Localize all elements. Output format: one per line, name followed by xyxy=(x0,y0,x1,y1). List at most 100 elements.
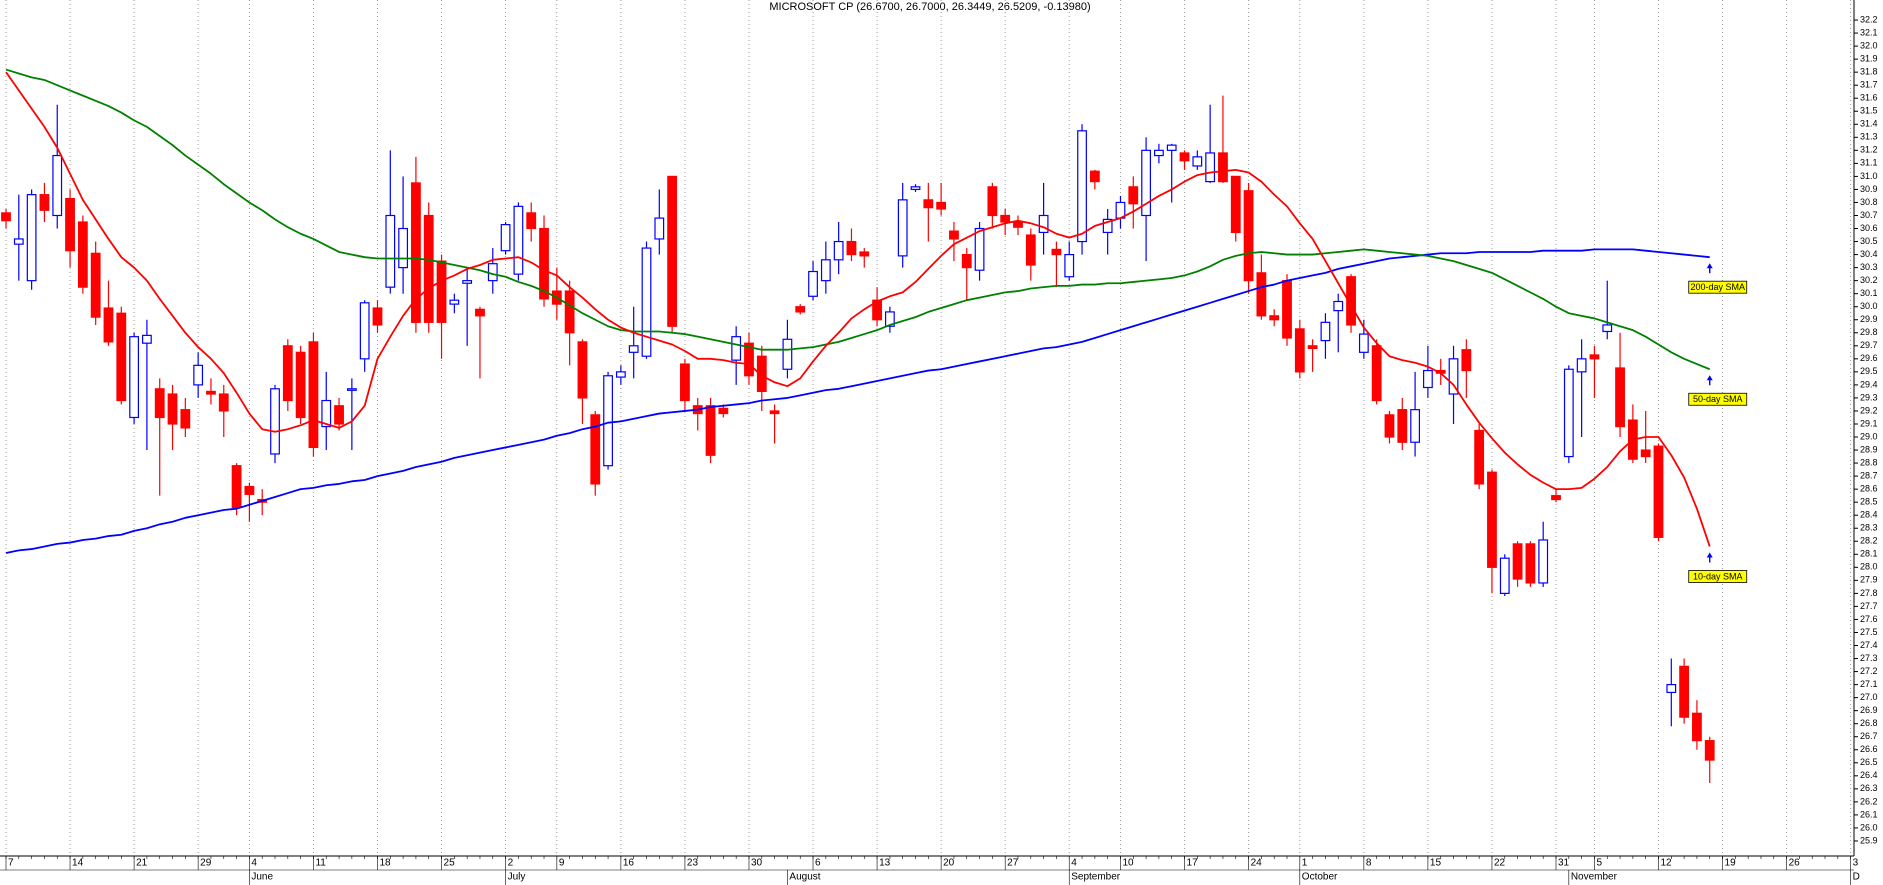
y-tick-label: 32.0 xyxy=(1860,40,1878,50)
annotation-label: 200-day SMA xyxy=(1690,282,1745,292)
y-tick-label: 27.7 xyxy=(1860,601,1878,611)
y-tick-label: 31.9 xyxy=(1860,53,1878,63)
candle-body xyxy=(884,311,895,327)
candle-body xyxy=(1448,358,1459,395)
y-tick-label: 30.7 xyxy=(1860,210,1878,220)
candle-body xyxy=(1512,543,1523,580)
annotation-arrow-head xyxy=(1706,263,1713,269)
y-tick-label: 31.5 xyxy=(1860,106,1878,116)
x-tick-label: 17 xyxy=(1187,858,1199,869)
candle-body xyxy=(820,259,831,282)
candle-body xyxy=(1000,214,1011,223)
candle-body xyxy=(167,393,178,425)
x-tick-label: 21 xyxy=(136,858,148,869)
candle-body xyxy=(1128,186,1139,205)
y-tick-label: 30.3 xyxy=(1860,262,1878,272)
y-tick-label: 27.3 xyxy=(1860,653,1878,663)
y-tick-label: 31.2 xyxy=(1860,145,1878,155)
annotation-label: 50-day SMA xyxy=(1693,394,1743,404)
candle-body xyxy=(1282,280,1292,339)
y-tick-label: 28.5 xyxy=(1860,497,1878,507)
y-tick-label: 28.0 xyxy=(1860,562,1878,572)
x-tick-label: 7 xyxy=(8,858,14,869)
candle-body xyxy=(1679,665,1690,718)
candle-body xyxy=(1166,144,1177,151)
candle-body xyxy=(1589,354,1600,360)
month-label: July xyxy=(508,872,526,883)
candle-body xyxy=(628,345,639,353)
x-tick-label: 9 xyxy=(559,858,565,869)
candle-body xyxy=(1064,253,1075,278)
y-tick-label: 30.4 xyxy=(1860,249,1878,259)
candle-body xyxy=(321,399,332,428)
x-tick-label: 24 xyxy=(1251,858,1263,869)
candle-body xyxy=(1704,740,1715,761)
candle-body xyxy=(756,355,767,393)
x-tick-label: 1 xyxy=(1302,858,1308,869)
candle-body xyxy=(974,227,985,271)
candle-body xyxy=(513,205,524,275)
candle-body xyxy=(77,221,88,288)
month-label: November xyxy=(1571,872,1618,883)
y-tick-label: 29.7 xyxy=(1860,340,1878,350)
y-tick-label: 29.2 xyxy=(1860,405,1878,415)
month-label: October xyxy=(1302,872,1338,883)
x-tick-label: 25 xyxy=(444,858,456,869)
y-tick-label: 29.5 xyxy=(1860,366,1878,376)
candle-body xyxy=(1,212,11,222)
x-tick-label: 2 xyxy=(508,858,514,869)
y-tick-label: 30.2 xyxy=(1860,275,1878,285)
candle-body xyxy=(1487,471,1497,568)
candle-body xyxy=(603,375,613,467)
y-tick-label: 29.6 xyxy=(1860,353,1878,363)
x-tick-label: 26 xyxy=(1789,858,1801,869)
candle-body xyxy=(1358,333,1369,353)
y-tick-label: 29.9 xyxy=(1860,314,1878,324)
candle-body xyxy=(282,345,293,402)
candle-body xyxy=(744,342,754,377)
candle-body xyxy=(1410,409,1421,443)
y-tick-label: 26.9 xyxy=(1860,705,1878,715)
y-tick-label: 28.3 xyxy=(1860,523,1878,533)
candle-body xyxy=(1141,149,1151,217)
y-tick-label: 31.6 xyxy=(1860,93,1878,103)
candle-body xyxy=(193,364,204,386)
x-tick-label: 31 xyxy=(1558,858,1570,869)
y-tick-label: 29.4 xyxy=(1860,379,1878,389)
candle-body xyxy=(1192,156,1203,167)
candle-body xyxy=(769,410,780,415)
candle-body xyxy=(1294,328,1305,373)
candle-body xyxy=(270,388,280,455)
candle-body xyxy=(52,154,63,217)
y-tick-label: 27.9 xyxy=(1860,575,1878,585)
candle-body xyxy=(577,341,588,399)
x-tick-label: 27 xyxy=(1007,858,1019,869)
x-tick-label: 18 xyxy=(379,858,391,869)
y-tick-label: 31.0 xyxy=(1860,171,1878,181)
candle-body xyxy=(1384,414,1395,438)
candle-body xyxy=(1653,445,1664,538)
x-tick-label: 16 xyxy=(623,858,635,869)
x-tick-label: 4 xyxy=(1071,858,1077,869)
candle-body xyxy=(26,194,37,282)
candle-body xyxy=(1307,345,1318,350)
candle-body xyxy=(411,182,421,323)
x-tick-label: 4 xyxy=(251,858,257,869)
x-tick-label: 20 xyxy=(943,858,955,869)
candle-body xyxy=(1256,272,1267,317)
candle-body xyxy=(897,199,908,257)
candle-body xyxy=(667,175,678,327)
candle-body xyxy=(680,363,690,402)
sma-line xyxy=(5,68,1711,371)
candle-body xyxy=(1333,300,1344,312)
y-tick-label: 28.7 xyxy=(1860,470,1878,480)
candle-body xyxy=(910,186,921,191)
x-tick-label: 15 xyxy=(1430,858,1442,869)
candle-body xyxy=(1051,248,1062,256)
candle-body xyxy=(1551,495,1561,501)
candle-body xyxy=(1371,345,1382,402)
y-tick-label: 29.1 xyxy=(1860,418,1878,428)
candle-body xyxy=(1013,221,1023,228)
